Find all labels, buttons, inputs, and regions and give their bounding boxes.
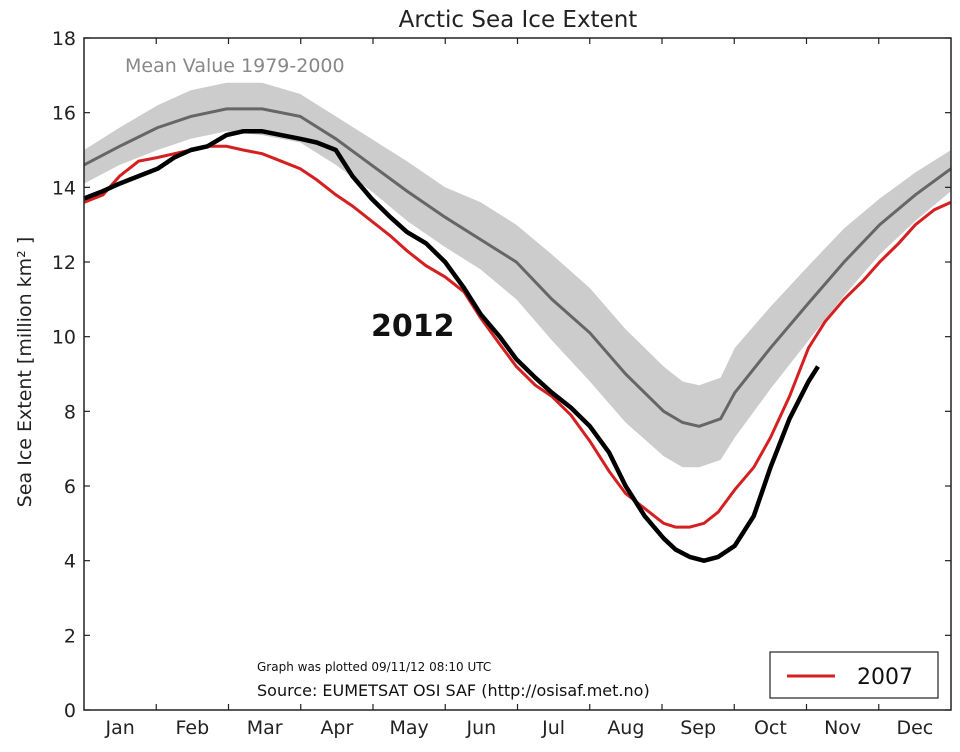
y-tick-label: 6 xyxy=(64,476,76,498)
x-tick-label: Jul xyxy=(541,717,565,739)
y-tick-label: 14 xyxy=(52,177,76,199)
series-2007-line xyxy=(84,146,951,527)
y-tick-label: 16 xyxy=(52,103,76,125)
x-tick-label: Jun xyxy=(466,717,497,739)
plot-area xyxy=(84,83,951,561)
x-tick-label: Mar xyxy=(247,717,283,739)
x-tick-label: Sep xyxy=(680,717,716,739)
chart-title: Arctic Sea Ice Extent xyxy=(399,7,638,33)
x-tick-label: Jan xyxy=(104,717,134,739)
mean-value-label: Mean Value 1979-2000 xyxy=(125,55,345,77)
x-axis: Jan Feb Mar Apr May Jun Jul Aug Sep Oct Nov Dec xyxy=(104,38,933,739)
plotted-note: Graph was plotted 09/11/12 08:10 UTC xyxy=(257,660,491,674)
y-tick-label: 12 xyxy=(52,252,76,274)
x-tick-label: Aug xyxy=(607,717,644,739)
source-note: Source: EUMETSAT OSI SAF (http://osisaf.… xyxy=(257,681,650,700)
x-tick-label: Oct xyxy=(754,717,787,739)
y-tick-label: 18 xyxy=(52,28,76,50)
x-tick-label: Feb xyxy=(176,717,210,739)
legend-2007-label: 2007 xyxy=(857,665,913,690)
y-tick-label: 10 xyxy=(52,327,76,349)
legend: 2007 xyxy=(770,652,938,698)
x-tick-label: Apr xyxy=(320,717,353,739)
y-tick-label: 4 xyxy=(64,551,76,573)
x-tick-label: Dec xyxy=(896,717,933,739)
x-tick-label: May xyxy=(389,717,428,739)
y-tick-label: 2 xyxy=(64,625,76,647)
y-tick-label: 8 xyxy=(64,401,76,423)
y-axis-label: Sea Ice Extent [million km² ] xyxy=(14,237,36,507)
y-tick-label: 0 xyxy=(64,700,76,722)
x-tick-label: Nov xyxy=(824,717,861,739)
plot-frame xyxy=(84,38,951,710)
year-2012-label: 2012 xyxy=(371,309,455,344)
